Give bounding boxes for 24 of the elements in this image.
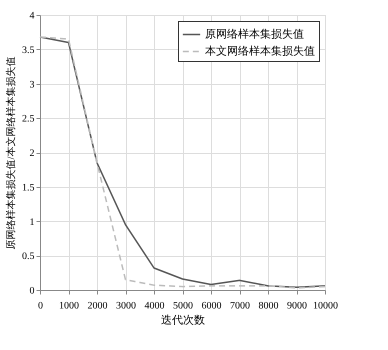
x-tick-label: 9000: [287, 300, 307, 312]
y-tick-label: 1.5: [22, 182, 34, 194]
y-axis-title: 原网络样本集损失值/本文网络样本集损失值: [5, 56, 17, 250]
x-tick-label: 8000: [258, 300, 278, 312]
x-tick-label: 5000: [173, 300, 193, 312]
y-tick-label: 0.5: [22, 251, 34, 262]
y-tick-label: 4: [30, 10, 34, 22]
legend-label: 本文网络样本集损失值: [205, 44, 315, 58]
y-tick-label: 2.5: [22, 114, 34, 125]
x-tick-label: 2000: [88, 300, 108, 312]
y-tick-label: 2: [30, 148, 34, 159]
legend-label: 原网络样本集损失值: [205, 28, 304, 40]
y-tick-label: 0: [30, 286, 34, 296]
x-tick-label: 3000: [116, 300, 136, 312]
x-tick-label: 7000: [230, 300, 250, 312]
x-axis-title: 迭代次数: [161, 314, 205, 326]
x-tick-label: 1000: [59, 300, 79, 312]
x-tick-label: 10000: [313, 300, 338, 312]
x-tick-label: 6000: [202, 300, 222, 312]
y-tick-label: 1: [30, 216, 34, 228]
y-tick-label: 3: [30, 79, 34, 90]
y-tick-label: 3.5: [22, 44, 34, 56]
x-tick-label: 0: [38, 300, 43, 312]
x-tick-label: 4000: [144, 300, 164, 312]
